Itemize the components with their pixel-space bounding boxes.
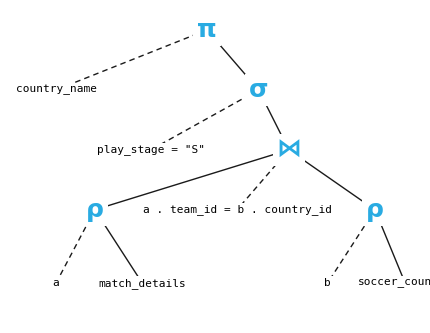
Text: b: b [323, 278, 330, 288]
Text: σ: σ [248, 78, 268, 102]
Text: play_stage = "S": play_stage = "S" [97, 145, 204, 155]
Text: ⋈: ⋈ [276, 138, 301, 162]
Text: soccer_country: soccer_country [357, 278, 430, 288]
Text: a: a [52, 278, 59, 288]
Text: ρ: ρ [86, 198, 104, 222]
Text: match_details: match_details [98, 278, 186, 288]
Text: a . team_id = b . country_id: a . team_id = b . country_id [142, 204, 331, 215]
Text: ρ: ρ [365, 198, 383, 222]
Text: π: π [197, 18, 216, 42]
Text: country_name: country_name [15, 85, 96, 95]
